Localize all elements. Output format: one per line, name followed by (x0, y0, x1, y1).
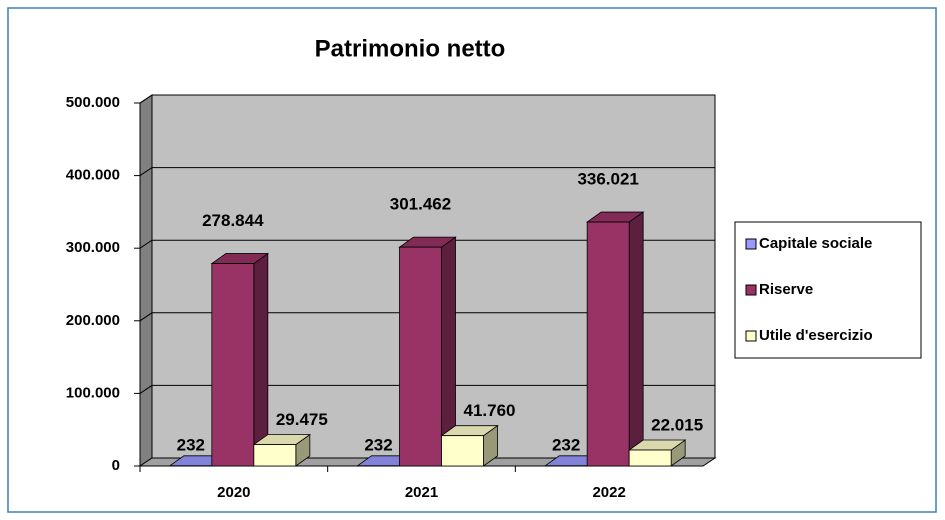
bar (211, 263, 255, 467)
side-wall (139, 94, 153, 467)
value-label: 41.760 (464, 401, 516, 420)
grid-line (139, 384, 715, 394)
legend-box (734, 221, 922, 359)
bar-side (628, 211, 644, 467)
value-label: 22.015 (651, 416, 703, 435)
bar (586, 221, 630, 467)
y-tick-label: 500.000 (66, 94, 120, 111)
value-label: 301.462 (390, 195, 451, 214)
legend-swatch (745, 330, 757, 342)
bar (399, 246, 442, 467)
y-tick-label: 100.000 (66, 384, 120, 401)
y-tick-label: 0 (112, 457, 120, 474)
legend-label: Utile d'esercizio (759, 327, 873, 344)
grid-line (139, 239, 715, 249)
grid-line (139, 94, 715, 104)
x-tick-label: 2020 (217, 484, 250, 501)
value-label: 29.475 (276, 410, 328, 429)
legend-swatch (745, 284, 757, 296)
y-tick-label: 300.000 (66, 239, 120, 256)
value-label: 336.021 (577, 170, 638, 189)
value-label: 232 (364, 435, 392, 454)
x-tick-label: 2022 (592, 484, 625, 501)
chart-title: Patrimonio netto (315, 35, 506, 62)
bar-side (253, 252, 269, 467)
legend-label: Riserve (759, 281, 813, 298)
value-label: 232 (177, 435, 205, 454)
bar (628, 449, 672, 467)
value-label: 232 (552, 435, 580, 454)
bar (253, 444, 297, 467)
legend-label: Capitale sociale (759, 235, 872, 252)
y-tick-label: 200.000 (66, 312, 120, 329)
grid-line (139, 312, 715, 322)
x-tick-label: 2021 (405, 484, 438, 501)
grid-line (139, 167, 715, 177)
legend-swatch (745, 238, 757, 250)
bar (441, 435, 484, 467)
value-label: 278.844 (202, 211, 264, 230)
y-tick-label: 400.000 (66, 167, 120, 184)
